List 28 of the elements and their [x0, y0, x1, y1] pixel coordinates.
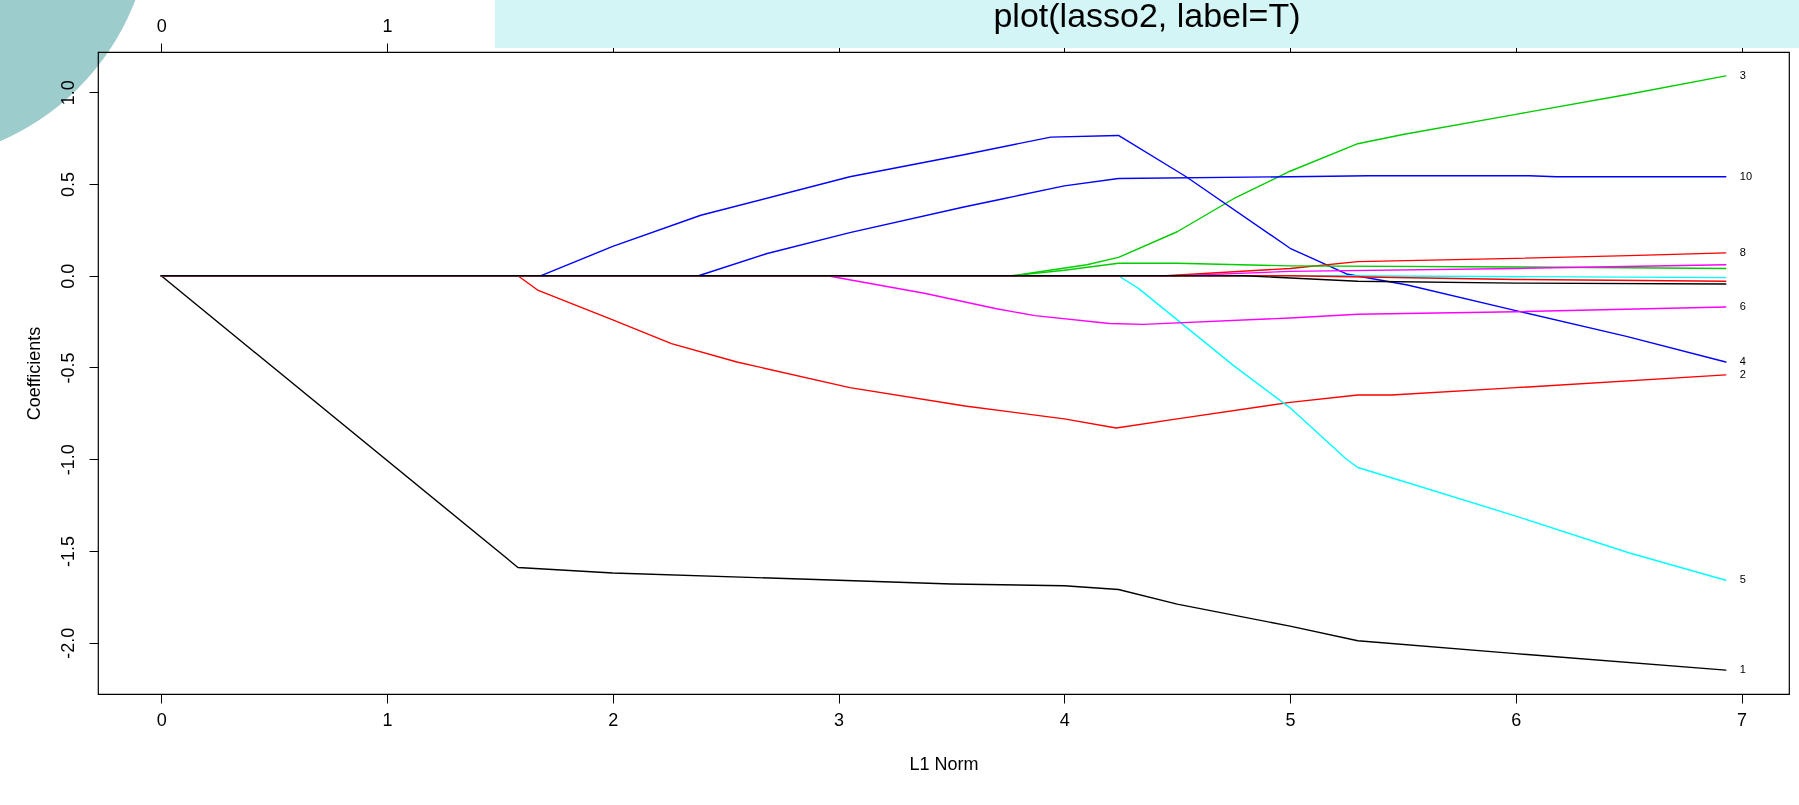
y-tick-label: -1.0: [57, 444, 78, 476]
series-label: 2: [1739, 367, 1746, 380]
series-label: 3: [1739, 68, 1746, 81]
chart-title: plot(lasso2, label=T): [495, 0, 1799, 48]
series-label: 6: [1739, 299, 1746, 312]
y-tick-label: -0.5: [57, 352, 78, 384]
y-axis-title: Coefficients: [23, 326, 44, 421]
x-tick-label: 6: [1511, 709, 1522, 730]
y-tick-label: 1.0: [57, 80, 78, 106]
x-tick-label: 1: [382, 709, 393, 730]
y-tick-label: 0.0: [57, 263, 78, 289]
series-label: 10: [1739, 169, 1753, 182]
x-tick-label: 4: [1059, 709, 1070, 730]
y-tick-label: 0.5: [57, 172, 78, 198]
y-tick-label: -1.5: [57, 535, 78, 567]
x2-tick-label: 0: [156, 15, 167, 36]
y-tick-label: -2.0: [57, 627, 78, 659]
series-label: 8: [1739, 245, 1746, 258]
x-tick-label: 0: [156, 709, 167, 730]
x-tick-label: 2: [608, 709, 619, 730]
series-label: 5: [1739, 573, 1746, 586]
series-label: 1: [1739, 663, 1746, 676]
x-tick-label: 5: [1285, 709, 1296, 730]
x-tick-label: 3: [834, 709, 845, 730]
series-label: 4: [1739, 354, 1746, 367]
x2-tick-label: 1: [382, 15, 393, 36]
x-tick-label: 7: [1737, 709, 1748, 730]
x-axis-title: L1 Norm: [909, 753, 979, 774]
